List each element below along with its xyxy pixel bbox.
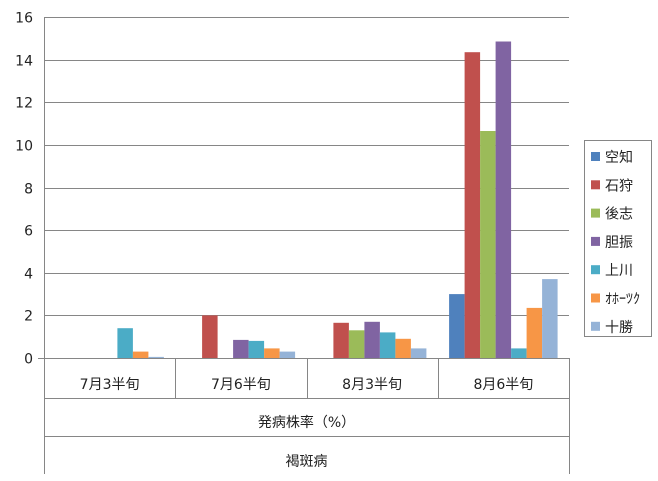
bar (202, 315, 218, 358)
bar (449, 294, 465, 358)
x-tick-label: 7月3半旬 (80, 377, 140, 393)
legend-swatch (591, 265, 600, 275)
bar (279, 351, 296, 358)
bar (348, 330, 365, 358)
x-tick-label: 8月6半旬 (473, 377, 533, 393)
legend-label: 十勝 (605, 320, 633, 336)
legend-label: 胆振 (605, 235, 633, 251)
bar (148, 356, 164, 358)
bar (233, 339, 249, 358)
y-tick-label: 14 (15, 54, 33, 70)
x-axis-group-label: 褐斑病 (286, 454, 328, 470)
y-tick-label: 10 (15, 139, 33, 155)
legend-label: ｵﾎｰﾂｸ (605, 292, 640, 308)
legend-label: 空知 (605, 149, 633, 166)
bar (464, 52, 481, 358)
y-axis-ticks: 0 2 4 6 8 10 12 14 16 (15, 11, 33, 368)
bar (410, 348, 427, 358)
y-tick-label: 8 (24, 182, 33, 198)
legend-swatch (591, 236, 600, 246)
x-axis-label: 発病株率（%） (258, 414, 355, 431)
x-tick-label: 8月3半旬 (342, 377, 402, 393)
bar (333, 322, 349, 358)
y-tick-label: 4 (24, 267, 33, 283)
bar (495, 41, 512, 358)
category-labels: 7月3半旬 7月6半旬 8月3半旬 8月6半旬 (80, 377, 534, 393)
bar (542, 279, 558, 358)
bar (379, 332, 396, 358)
legend-swatch (591, 208, 600, 218)
axes (38, 17, 570, 474)
bar (364, 321, 380, 358)
bar (395, 338, 411, 358)
legend-swatch (591, 152, 600, 161)
bar (480, 131, 496, 358)
legend-swatch (591, 180, 600, 190)
y-tick-label: 2 (24, 309, 33, 325)
bar (264, 348, 280, 358)
bar (117, 328, 133, 358)
y-tick-label: 16 (15, 11, 33, 27)
legend-label: 後志 (605, 207, 633, 223)
legend-swatch (591, 321, 600, 331)
bar (526, 307, 543, 358)
grid-lines (44, 17, 569, 316)
bars (117, 41, 558, 358)
legend-swatch (591, 293, 600, 303)
y-tick-label: 6 (24, 224, 33, 240)
x-tick-label: 7月6半旬 (211, 377, 271, 393)
y-tick-label: 0 (24, 352, 33, 368)
legend-label: 上川 (605, 263, 633, 279)
bar (132, 351, 149, 358)
bar (511, 348, 527, 358)
bar (248, 340, 265, 358)
legend-label: 石狩 (605, 178, 633, 194)
y-tick-label: 12 (15, 96, 33, 112)
